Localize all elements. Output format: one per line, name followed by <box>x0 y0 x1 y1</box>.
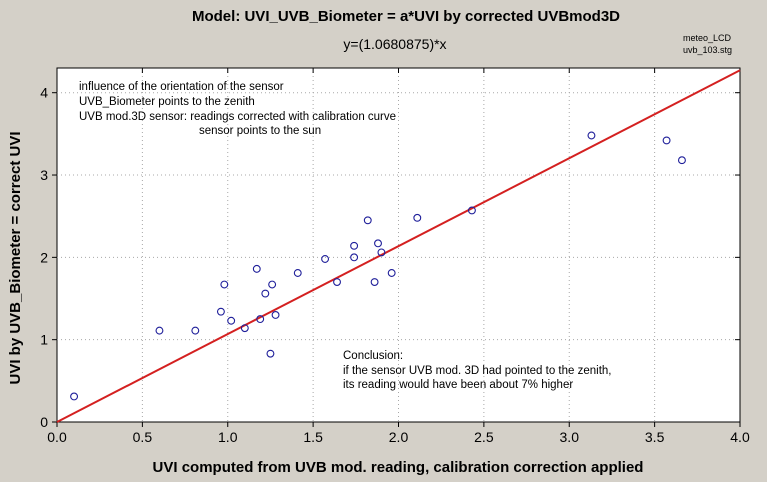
regression-line <box>56 69 741 423</box>
data-point <box>587 131 596 140</box>
chart-title: Model: UVI_UVB_Biometer = a*UVI by corre… <box>192 8 620 25</box>
grid-lines <box>57 68 740 422</box>
x-tick-label: 0.5 <box>133 429 153 445</box>
axis-ticks <box>52 68 741 427</box>
data-point <box>220 280 229 289</box>
y-axis-label: UVI by UVB_Biometer = correct UVI <box>7 131 24 384</box>
annotation-line-2: UVB_Biometer points to the zenith <box>79 96 255 108</box>
data-point <box>261 289 270 298</box>
x-tick-label: 0.0 <box>47 429 67 445</box>
data-point <box>333 278 341 286</box>
conclusion-line-3: its reading would have been about 7% hig… <box>343 379 573 391</box>
data-point <box>271 311 280 319</box>
data-point <box>370 278 379 286</box>
data-point <box>662 136 671 145</box>
data-point <box>268 280 277 289</box>
data-point <box>293 269 302 277</box>
x-tick-label: 2.0 <box>389 429 409 445</box>
data-point <box>227 316 236 325</box>
x-tick-label: 4.0 <box>730 429 750 445</box>
data-point <box>321 255 330 263</box>
annotation-conclusion: Conclusion: if the sensor UVB mod. 3D ha… <box>343 350 612 391</box>
x-tick-label: 1.5 <box>303 429 323 445</box>
y-tick-label: 2 <box>40 249 48 265</box>
data-point <box>256 315 265 324</box>
data-point <box>252 264 261 273</box>
data-point <box>191 326 200 335</box>
data-point <box>377 248 386 257</box>
annotation-line-3: UVB mod.3D sensor: readings corrected wi… <box>79 111 396 123</box>
data-point <box>467 206 476 215</box>
corner-note-2: uvb_103.stg <box>683 45 732 55</box>
y-tick-label: 4 <box>40 85 48 101</box>
data-point <box>70 392 79 401</box>
data-point <box>387 269 396 277</box>
corner-note-1: meteo_LCD <box>683 33 732 43</box>
x-tick-label: 1.0 <box>218 429 238 445</box>
x-tick-label: 2.5 <box>474 429 494 445</box>
data-points <box>70 131 686 401</box>
data-point <box>363 216 372 225</box>
data-point <box>216 307 225 316</box>
x-tick-label: 3.5 <box>645 429 665 445</box>
annotation-line-1: influence of the orientation of the sens… <box>79 81 284 93</box>
data-point <box>677 156 686 165</box>
y-tick-label: 0 <box>40 414 48 430</box>
chart-subtitle: y=(1.0680875)*x <box>343 36 446 52</box>
y-tick-label: 1 <box>40 332 48 348</box>
annotation-top-left: influence of the orientation of the sens… <box>79 81 396 137</box>
data-point <box>350 253 359 262</box>
data-point <box>374 239 382 248</box>
conclusion-line-1: Conclusion: <box>343 350 403 362</box>
data-point <box>266 349 275 358</box>
annotation-line-4: sensor points to the sun <box>199 125 321 137</box>
x-tick-label: 3.0 <box>560 429 580 445</box>
data-point <box>413 213 422 222</box>
x-tick-labels: 0.0 0.5 1.0 1.5 2.0 2.5 3.0 3.5 4.0 <box>47 429 750 445</box>
data-point <box>155 326 164 335</box>
conclusion-line-2: if the sensor UVB mod. 3D had pointed to… <box>343 365 612 377</box>
x-axis-label: UVI computed from UVB mod. reading, cali… <box>153 459 644 476</box>
y-tick-label: 3 <box>40 167 48 183</box>
data-point <box>240 324 249 333</box>
data-point <box>350 241 359 250</box>
y-tick-labels: 0 1 2 3 4 <box>40 85 48 430</box>
